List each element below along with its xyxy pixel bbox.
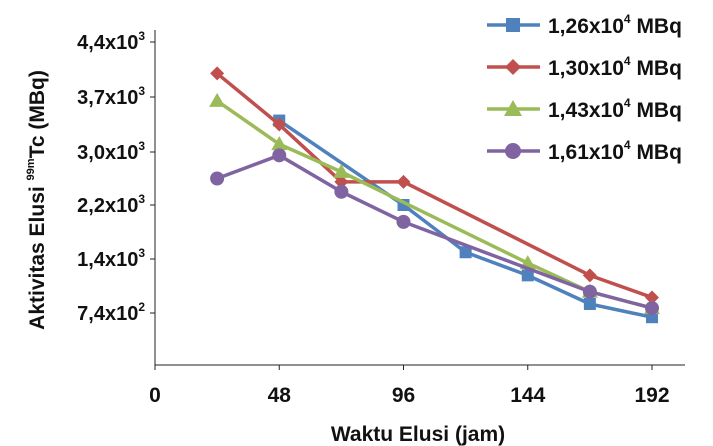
series-line-circle [216,153,653,310]
legend-marker-circle [505,143,521,159]
x-tick-label: 48 [268,384,292,407]
legend-label: 1,43x104 MBq [548,96,682,122]
data-point-diamond [210,66,225,81]
data-point-triangle [271,136,288,151]
legend-marker-square [506,18,520,32]
data-point-circle [334,184,349,199]
x-tick-label: 192 [634,384,669,407]
legend-marker-diamond [505,59,521,75]
data-point-circle [272,148,287,163]
legend-marker-triangle [504,100,522,116]
y-tick-label: 7,4x102 [77,300,145,325]
y-tick-label: 3,0x103 [77,139,145,164]
data-point-circle [645,301,659,316]
data-point-circle [396,214,411,229]
data-point-diamond [582,268,597,283]
y-axis-title: Aktivitas Elusi 99mTc (MBq) [25,70,49,330]
y-tick-label: 3,7x103 [77,84,145,109]
legend-label: 1,30x104 MBq [548,54,682,80]
data-point-diamond [334,174,349,189]
data-point-circle [210,171,225,186]
y-tick-label: 2,2x103 [77,192,145,217]
data-point-diamond [272,117,287,132]
data-point-square [459,246,472,259]
x-tick-label: 96 [392,384,415,407]
x-tick-label: 0 [149,384,161,407]
data-point-diamond [396,174,411,189]
series-line-diamond [216,72,653,300]
legend-label: 1,61x104 MBq [548,138,682,164]
x-axis-title: Waktu Elusi (jam) [331,423,505,446]
legend-label: 1,26x104 MBq [548,12,682,38]
y-tick-label: 4,4x103 [77,29,145,54]
y-tick-label: 1,4x103 [77,246,145,271]
x-tick-label: 144 [510,384,545,407]
data-point-triangle [209,92,226,107]
data-point-diamond [645,290,659,305]
data-point-triangle [333,163,350,178]
data-point-square [583,298,596,310]
data-point-square [521,269,534,282]
data-point-circle [582,284,597,299]
